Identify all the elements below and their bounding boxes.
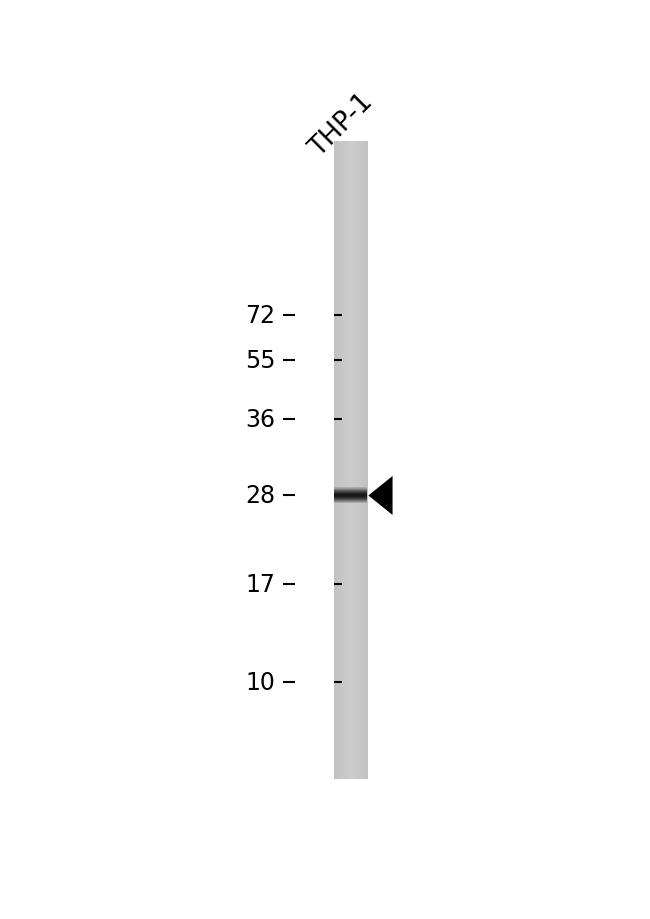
Bar bbox=[353, 142, 354, 779]
Bar bbox=[355, 142, 356, 779]
Bar bbox=[352, 142, 354, 779]
Bar bbox=[339, 142, 340, 779]
Text: 36: 36 bbox=[245, 407, 275, 432]
Bar bbox=[356, 142, 357, 779]
Bar bbox=[365, 142, 367, 779]
Bar bbox=[345, 142, 346, 779]
Bar bbox=[338, 142, 339, 779]
Bar bbox=[362, 142, 363, 779]
Bar bbox=[349, 142, 350, 779]
Bar bbox=[348, 142, 349, 779]
Bar bbox=[350, 142, 351, 779]
Bar bbox=[337, 142, 338, 779]
Bar bbox=[334, 142, 335, 779]
Bar bbox=[343, 142, 344, 779]
Bar bbox=[357, 142, 358, 779]
Bar bbox=[342, 142, 343, 779]
Bar bbox=[366, 142, 367, 779]
Bar bbox=[336, 142, 337, 779]
Bar bbox=[346, 142, 347, 779]
Bar bbox=[335, 142, 337, 779]
Bar bbox=[344, 142, 346, 779]
Bar bbox=[341, 142, 342, 779]
Bar bbox=[365, 142, 366, 779]
Bar bbox=[367, 142, 368, 779]
Bar bbox=[351, 142, 352, 779]
Bar bbox=[337, 142, 339, 779]
Bar bbox=[350, 142, 351, 779]
Text: 10: 10 bbox=[245, 670, 275, 694]
Bar bbox=[358, 142, 359, 779]
Text: THP-1: THP-1 bbox=[305, 89, 378, 163]
Bar bbox=[363, 142, 365, 779]
Bar bbox=[364, 142, 365, 779]
Bar bbox=[356, 142, 358, 779]
Bar bbox=[347, 142, 348, 779]
Bar bbox=[351, 142, 352, 779]
Bar bbox=[359, 142, 360, 779]
Text: 17: 17 bbox=[245, 573, 275, 596]
Bar bbox=[352, 142, 353, 779]
Bar bbox=[341, 142, 343, 779]
Bar bbox=[348, 142, 350, 779]
Bar bbox=[363, 142, 364, 779]
Bar bbox=[340, 142, 341, 779]
Bar bbox=[360, 142, 361, 779]
Bar bbox=[354, 142, 355, 779]
Bar bbox=[343, 142, 344, 779]
Bar bbox=[335, 142, 336, 779]
Bar bbox=[355, 142, 356, 779]
Bar bbox=[361, 142, 363, 779]
Bar bbox=[359, 142, 361, 779]
Text: 55: 55 bbox=[244, 349, 275, 373]
Bar bbox=[358, 142, 359, 779]
Bar bbox=[339, 142, 341, 779]
Text: 72: 72 bbox=[245, 303, 275, 327]
Bar bbox=[346, 142, 348, 779]
Text: 28: 28 bbox=[245, 484, 275, 508]
Bar bbox=[344, 142, 345, 779]
Polygon shape bbox=[369, 476, 393, 516]
Bar bbox=[361, 142, 362, 779]
